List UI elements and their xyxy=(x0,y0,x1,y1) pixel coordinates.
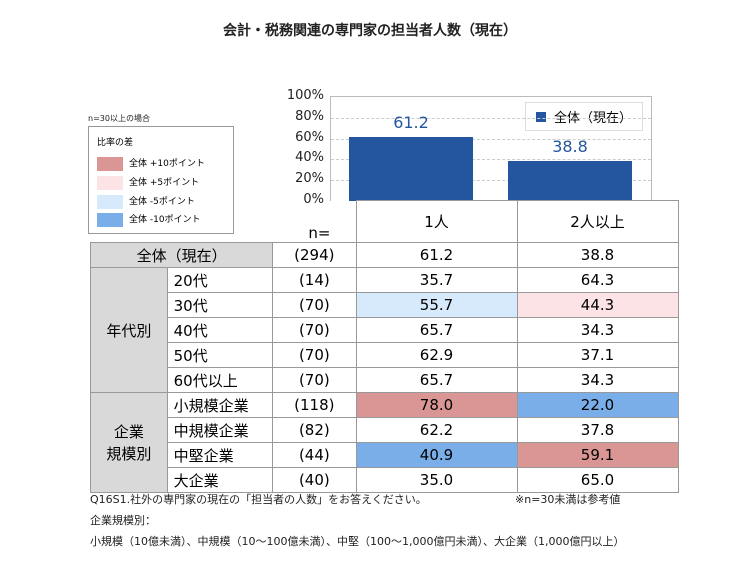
n-note: n=30以上の場合 xyxy=(88,114,150,123)
n-value: (70) xyxy=(272,292,357,318)
y-tick-label: 20% xyxy=(295,171,324,187)
cell-value: 38.8 xyxy=(516,242,679,268)
size-title: 企業規模別： xyxy=(90,514,156,527)
legend-label: 全体 +10ポイント xyxy=(129,159,205,169)
row-label: 小規模企業 xyxy=(166,392,274,418)
cell-value: 37.8 xyxy=(516,417,679,443)
column-header: 2人以上 xyxy=(516,200,679,243)
cell-value: 78.0 xyxy=(355,392,518,418)
n-value: (70) xyxy=(272,342,357,368)
plot-area: 全体（現在） 61.2 38.8 xyxy=(330,96,652,201)
cell-value: 62.9 xyxy=(355,342,518,368)
n-value: (44) xyxy=(272,442,357,468)
table-row: 中堅企業 (44) 40.9 59.1 xyxy=(91,442,679,468)
cell-value: 64.3 xyxy=(516,267,679,293)
y-tick-label: 40% xyxy=(295,150,324,166)
n-header: n= xyxy=(90,200,356,243)
n-value: (82) xyxy=(272,417,357,443)
n-value: (40) xyxy=(272,467,357,493)
bar-data-label: 38.8 xyxy=(552,136,588,156)
gridline xyxy=(331,159,651,161)
row-label: 全体（現在） xyxy=(89,242,274,268)
table-row: 中規模企業 (82) 62.2 37.8 xyxy=(91,417,679,443)
ref-note: ※n=30未満は参考値 xyxy=(515,493,621,506)
n-value: (118) xyxy=(272,392,357,418)
diff-legend-title: 比率の差 xyxy=(97,138,134,148)
cell-value: 65.7 xyxy=(355,367,518,393)
group-label: 年代別 xyxy=(90,267,168,393)
row-label: 大企業 xyxy=(166,467,274,493)
n-value: (294) xyxy=(272,242,357,268)
cell-value: 34.3 xyxy=(516,367,679,393)
cell-value: 65.0 xyxy=(516,467,679,493)
y-tick-label: 80% xyxy=(295,108,324,124)
n-value: (70) xyxy=(272,317,357,343)
row-label: 20代 xyxy=(166,267,274,293)
cell-value: 34.3 xyxy=(516,317,679,343)
column-header: 1人 xyxy=(355,200,518,243)
cell-value: 35.0 xyxy=(355,467,518,493)
legend-item: 全体 +5ポイント xyxy=(97,175,200,190)
n-value: (14) xyxy=(272,267,357,293)
table-row: 50代 (70) 62.9 37.1 xyxy=(91,342,679,368)
y-tick-label: 60% xyxy=(295,129,324,145)
gridline xyxy=(331,117,651,119)
legend-item: 全体 +10ポイント xyxy=(97,156,205,171)
table-row: 大企業 (40) 35.0 65.0 xyxy=(91,467,679,493)
gridline xyxy=(331,180,651,182)
row-label: 中規模企業 xyxy=(166,417,274,443)
cell-value: 35.7 xyxy=(355,267,518,293)
data-table: n= 1人 2人以上 全体（現在） (294) 61.2 38.8 年代別 20代 (14) 35.… xyxy=(89,200,679,493)
cell-value: 59.1 xyxy=(516,442,679,468)
table-row: 60代以上 (70) 65.7 34.3 xyxy=(91,367,679,393)
row-label: 50代 xyxy=(166,342,274,368)
size-definition: 小規模（10億未満）、中規模（10～100億未満）、中堅（100～1,000億円… xyxy=(90,535,625,548)
group-label: 企業 規模別 xyxy=(90,392,168,493)
legend-swatch xyxy=(535,112,546,122)
y-tick-label: 100% xyxy=(286,88,324,103)
question-text: Q16S1.社外の専門家の現在の「担当者の人数」をお答えください。 xyxy=(90,493,427,506)
cell-value: 61.2 xyxy=(355,242,518,268)
table-row: 40代 (70) 65.7 34.3 xyxy=(91,317,679,343)
cell-value: 62.2 xyxy=(355,417,518,443)
bar-1人 xyxy=(349,137,473,201)
bar-2人以上 xyxy=(508,160,632,201)
cell-value: 40.9 xyxy=(355,442,518,468)
chart-title: 会計・税務関連の専門家の担当者人数（現在） xyxy=(223,23,517,39)
row-label: 30代 xyxy=(166,292,274,318)
cell-value: 55.7 xyxy=(355,292,518,318)
table-row: 年代別 20代 (14) 35.7 64.3 xyxy=(90,267,679,393)
cell-value: 65.7 xyxy=(355,317,518,343)
table-row: 全体（現在） (294) 61.2 38.8 xyxy=(89,242,679,268)
table-row: 30代 (70) 55.7 44.3 xyxy=(91,292,679,318)
cell-value: 22.0 xyxy=(516,392,679,418)
n-value: (70) xyxy=(272,367,357,393)
row-label: 中堅企業 xyxy=(166,442,274,468)
legend-label: 全体 +5ポイント xyxy=(129,178,200,188)
cell-value: 44.3 xyxy=(516,292,679,318)
table-row: 企業 規模別 小規模企業 (118) 78.0 22.0 xyxy=(90,392,679,493)
bar-data-label: 61.2 xyxy=(393,113,429,133)
legend-swatch xyxy=(97,156,123,171)
legend-swatch xyxy=(97,175,123,190)
chart-legend: 全体（現在） xyxy=(524,102,643,131)
row-label: 40代 xyxy=(166,317,274,343)
cell-value: 37.1 xyxy=(516,342,679,368)
gridline xyxy=(331,138,651,140)
row-label: 60代以上 xyxy=(166,367,274,393)
